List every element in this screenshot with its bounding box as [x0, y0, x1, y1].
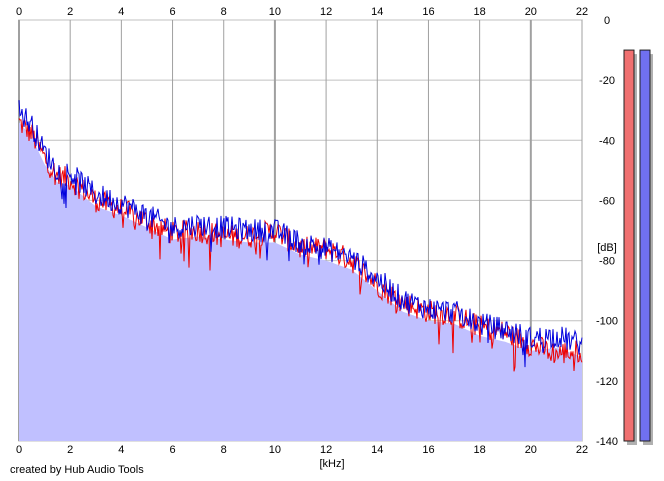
x-tick-label-top: 20 [525, 6, 537, 18]
credit-text: created by Hub Audio Tools [10, 464, 144, 476]
x-tick-label-bottom: 22 [576, 444, 588, 456]
x-tick-label-bottom: 18 [474, 444, 486, 456]
x-tick-label-top: 10 [269, 6, 281, 18]
y-tick-label: -40 [599, 135, 615, 147]
x-tick-label-bottom: 14 [371, 444, 383, 456]
level-meter-bar [639, 49, 651, 442]
level-meters [623, 49, 653, 445]
y-tick-label: -120 [596, 376, 618, 388]
spectrum-fill [19, 122, 582, 441]
x-tick-label-top: 4 [118, 6, 124, 18]
x-tick-label-top: 2 [67, 6, 73, 18]
series-lines [18, 100, 583, 372]
y-axis-label: [dB] [597, 242, 617, 254]
x-tick-label-top: 8 [221, 6, 227, 18]
x-axis-label: [kHz] [319, 458, 344, 470]
y-tick-labels: 0 -20 -40 -60 -80 -100 -120 -140 [596, 15, 618, 448]
x-tick-label-bottom: 12 [320, 444, 332, 456]
y-tick-label: -80 [599, 256, 615, 268]
spectrum-fill-area [19, 122, 582, 441]
x-tick-label-top: 0 [16, 6, 22, 18]
x-tick-label-top: 14 [371, 6, 383, 18]
y-tick-label: 0 [604, 15, 610, 27]
x-tick-labels-bottom: 0 2 4 6 8 10 12 14 16 18 20 22 [16, 444, 588, 456]
y-tick-label: -60 [599, 195, 615, 207]
x-tick-label-bottom: 0 [16, 444, 22, 456]
y-tick-label: -100 [596, 316, 618, 328]
x-tick-label-bottom: 16 [422, 444, 434, 456]
x-tick-label-top: 6 [169, 6, 175, 18]
x-tick-label-bottom: 2 [67, 444, 73, 456]
x-tick-label-bottom: 8 [221, 444, 227, 456]
x-tick-label-bottom: 20 [525, 444, 537, 456]
y-tick-label: -140 [596, 436, 618, 448]
x-tick-label-top: 22 [576, 6, 588, 18]
x-tick-label-top: 16 [422, 6, 434, 18]
x-tick-label-top: 18 [474, 6, 486, 18]
level-meter-bar [623, 49, 635, 442]
x-tick-label-top: 12 [320, 6, 332, 18]
x-tick-label-bottom: 10 [269, 444, 281, 456]
x-tick-label-bottom: 4 [118, 444, 124, 456]
y-tick-label: -20 [599, 75, 615, 87]
series-line-2 [18, 100, 583, 368]
x-tick-labels-top: 0 2 4 6 8 10 12 14 16 18 20 22 [16, 6, 588, 18]
x-tick-label-bottom: 6 [169, 444, 175, 456]
